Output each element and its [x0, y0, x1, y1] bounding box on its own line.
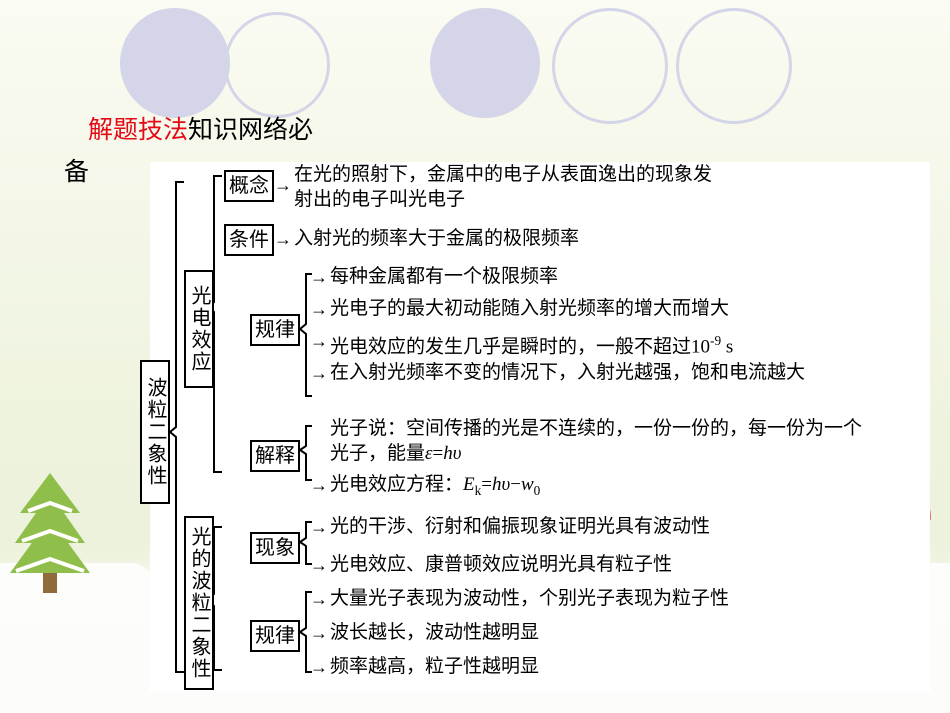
title: 解题技法知识网络必 — [88, 114, 608, 148]
title-bei: 备 — [64, 152, 89, 188]
node-rules2: 规律 — [250, 620, 300, 652]
leaf-text: 光的干涉、衍射和偏振现象证明光具有波动性 — [330, 514, 890, 539]
arrow-icon: → — [274, 172, 292, 198]
arrow-icon: → — [310, 620, 328, 646]
branch-node-photoelectric: 光电效应 — [184, 270, 214, 388]
root-node: 波粒二象性 — [140, 360, 170, 504]
leaf-text: 光电子的最大初动能随入射光频率的增大而增大 — [330, 296, 890, 321]
node-concept: 概念 — [224, 170, 274, 202]
arrow-icon: → — [310, 514, 328, 540]
leaf-text: 波长越长，波动性越明显 — [330, 620, 890, 645]
leaf-text: 光子说：空间传播的光是不连续的，一份一份的，每一份为一个光子，能量ε=hυ — [330, 416, 870, 466]
leaf-text: 在光的照射下，金属中的电子从表面逸出的现象发射出的电子叫光电子 — [294, 162, 714, 212]
decorative-circles — [0, 8, 950, 128]
leaf-text: 在入射光频率不变的情况下，入射光越强，饱和电流越大 — [330, 360, 870, 385]
arrow-icon: → — [274, 226, 292, 252]
arrow-icon: → — [310, 328, 328, 354]
node-rules: 规律 — [250, 314, 300, 346]
title-black: 知识网络必 — [188, 117, 313, 144]
arrow-icon: → — [310, 552, 328, 578]
leaf-text: 每种金属都有一个极限频率 — [330, 264, 850, 289]
leaf-text: 光电效应方程：Ek=hυ−w0 — [330, 472, 850, 503]
arrow-icon: → — [310, 264, 328, 290]
leaf-text: 入射光的频率大于金属的极限频率 — [294, 226, 814, 251]
arrow-icon: → — [310, 296, 328, 322]
node-explain: 解释 — [250, 440, 300, 472]
leaf-text: 光电效应、康普顿效应说明光具有粒子性 — [330, 552, 890, 577]
node-condition: 条件 — [224, 224, 274, 256]
leaf-text: 频率越高，粒子性越明显 — [330, 654, 890, 679]
arrow-icon: → — [310, 472, 328, 498]
title-red: 解题技法 — [88, 117, 188, 144]
branch-node-waveparticle: 光的波粒二象性 — [184, 516, 214, 690]
arrow-icon: → — [310, 360, 328, 386]
concept-map: 波粒二象性 光电效应 概念 → 在光的照射下，金属中的电子从表面逸出的现象发射出… — [150, 162, 930, 692]
arrow-icon: → — [310, 654, 328, 680]
node-phenomenon: 现象 — [250, 532, 300, 564]
arrow-icon: → — [310, 586, 328, 612]
leaf-text: 光电效应的发生几乎是瞬时的，一般不超过10-9 s — [330, 328, 890, 359]
tree-decoration — [10, 473, 90, 593]
leaf-text: 大量光子表现为波动性，个别光子表现为粒子性 — [330, 586, 890, 611]
